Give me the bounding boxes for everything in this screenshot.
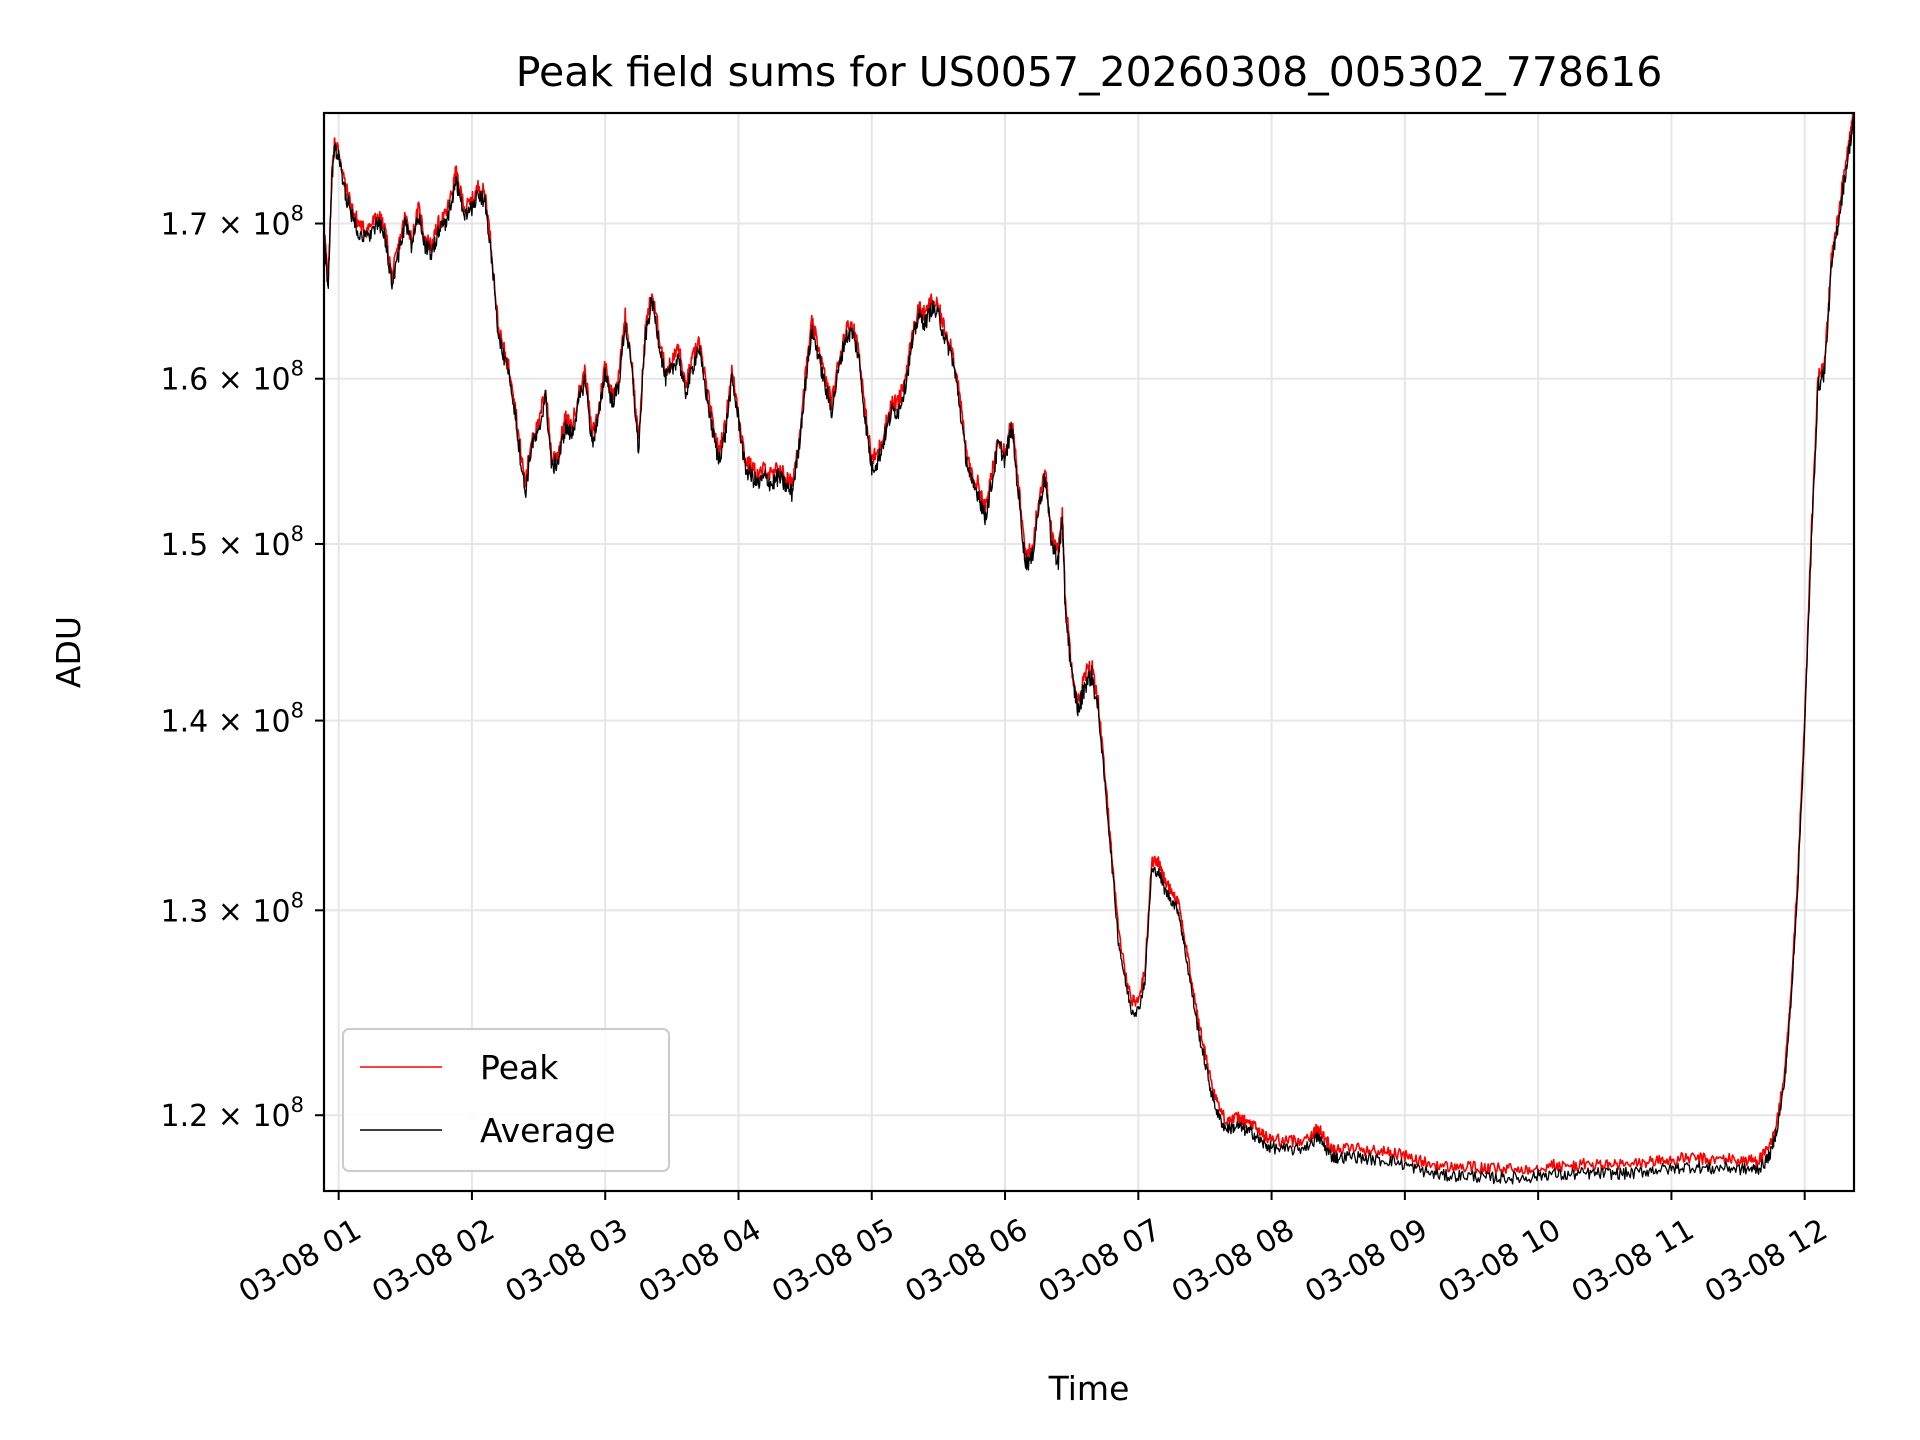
x-tick-label: 03-08 04 xyxy=(633,1212,767,1310)
legend-box xyxy=(342,1028,670,1172)
y-axis-label: ADU xyxy=(49,616,88,688)
x-tick-label: 03-08 06 xyxy=(900,1212,1034,1310)
x-tick-label: 03-08 07 xyxy=(1033,1212,1167,1310)
y-tick-label: 1.3 × 108 xyxy=(161,888,304,929)
y-tick-label: 1.4 × 108 xyxy=(161,699,304,740)
y-tick-label: 1.6 × 108 xyxy=(161,357,304,398)
series-line-peak xyxy=(323,112,1855,1176)
y-tick-label: 1.7 × 108 xyxy=(161,202,304,243)
x-tick-label: 03-08 02 xyxy=(366,1212,500,1310)
x-tick-label: 03-08 09 xyxy=(1299,1212,1433,1310)
y-axis-ticks: 1.2 × 108 1.3 × 108 1.4 × 108 1.5 × 108 1.6 … xyxy=(161,202,324,1134)
x-tick-label: 03-08 11 xyxy=(1566,1212,1700,1310)
legend: Peak Average xyxy=(342,1028,670,1172)
series-layer xyxy=(323,112,1855,1185)
x-tick-label: 03-08 12 xyxy=(1699,1212,1833,1310)
y-tick-label: 1.5 × 108 xyxy=(161,522,304,563)
series-line-average xyxy=(323,116,1855,1185)
y-tick-label: 1.2 × 108 xyxy=(161,1093,304,1134)
x-axis-label: Time xyxy=(1048,1369,1130,1408)
legend-label-peak: Peak xyxy=(480,1048,559,1087)
legend-label-average: Average xyxy=(480,1111,616,1150)
plot-area-frame xyxy=(322,111,1856,1193)
x-tick-label: 03-08 01 xyxy=(233,1212,367,1310)
grid xyxy=(324,113,1854,1191)
x-tick-label: 03-08 05 xyxy=(766,1212,900,1310)
x-tick-label: 03-08 03 xyxy=(500,1212,634,1310)
x-tick-label: 03-08 08 xyxy=(1166,1212,1300,1310)
x-tick-label: 03-08 10 xyxy=(1433,1212,1567,1310)
chart-title: Peak field sums for US0057_20260308_0053… xyxy=(516,48,1663,96)
